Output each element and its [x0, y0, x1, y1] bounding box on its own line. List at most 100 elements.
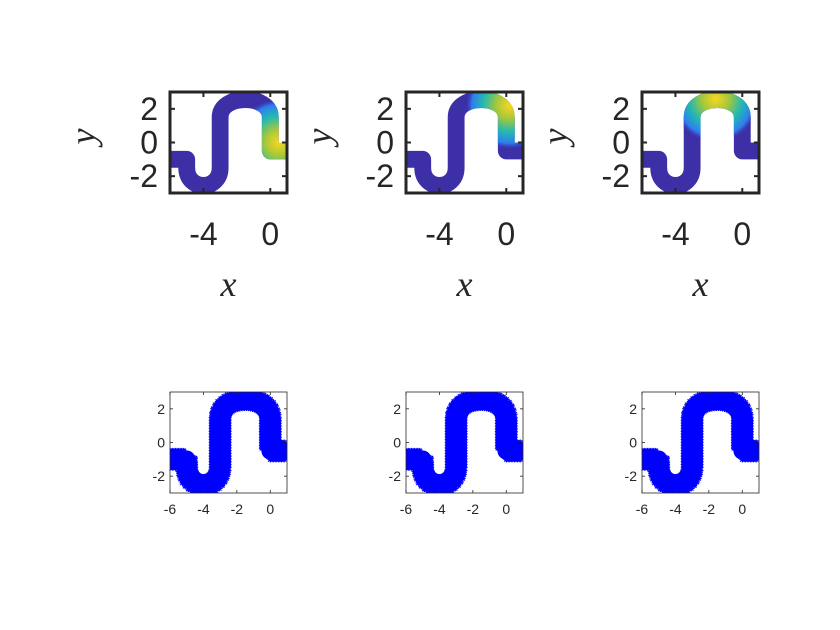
scatter-point	[182, 483, 189, 490]
scatter-point	[175, 468, 182, 475]
y-tick-label: -2	[366, 158, 394, 194]
scatter-point	[221, 479, 228, 486]
x-tick-label: -2	[231, 501, 244, 517]
scatter-point	[225, 467, 232, 474]
y-axis-label: y	[299, 128, 339, 147]
scatter-point	[684, 401, 691, 408]
scatter-markers	[406, 392, 523, 493]
scatter-point	[212, 487, 219, 493]
scatter-point	[466, 392, 473, 396]
scatter-point	[257, 392, 264, 397]
y-tick-label: -2	[602, 158, 630, 194]
plot-area	[642, 392, 759, 493]
scatter-point	[418, 483, 425, 490]
scatter-point	[657, 485, 664, 492]
x-tick-label: -4	[669, 501, 682, 517]
scatter-point	[460, 392, 467, 398]
scatter-point	[230, 392, 237, 396]
scatter-point	[237, 392, 244, 395]
scatter-point	[411, 468, 418, 475]
panel-bottom-left: -6 -4 -2 0 -2 0 2	[153, 391, 288, 517]
scatter-point	[511, 411, 518, 418]
scatter-point	[455, 482, 462, 489]
x-tick-label: 0	[497, 216, 515, 252]
x-tick-label: 0	[266, 501, 274, 517]
scatter-point	[281, 456, 287, 463]
y-tick-label: 2	[376, 91, 394, 127]
y-tick-label: 0	[393, 435, 401, 451]
scatter-point	[212, 401, 219, 408]
scatter-point	[179, 479, 186, 486]
x-tick-label: -4	[433, 501, 446, 517]
scatter-point	[517, 456, 523, 463]
scatter-point	[251, 406, 258, 413]
scatter-point	[208, 414, 215, 421]
scatter-point	[185, 485, 192, 492]
scatter-point	[660, 488, 667, 493]
scatter-point	[739, 396, 746, 403]
scatter-point	[649, 476, 656, 483]
scatter-point	[180, 464, 187, 471]
scatter-point	[231, 407, 238, 414]
scatter-point	[652, 464, 659, 471]
y-tick-label: 0	[376, 125, 394, 161]
scatter-point	[510, 406, 517, 413]
y-tick-label: 2	[612, 91, 630, 127]
heat-hotspot	[465, 92, 523, 150]
scatter-point	[427, 455, 434, 462]
y-tick-label: -2	[130, 158, 158, 194]
scatter-point	[496, 392, 503, 399]
scatter-point	[702, 392, 709, 396]
scatter-markers	[170, 392, 287, 493]
scatter-point	[416, 447, 423, 454]
scatter-point	[506, 399, 513, 406]
scatter-point	[177, 476, 184, 483]
y-tick-label: 0	[157, 435, 165, 451]
scatter-point	[463, 392, 470, 397]
scatter-point	[191, 455, 198, 462]
scatter-point	[647, 468, 654, 475]
scatter-point	[747, 411, 754, 418]
scatter-point	[729, 392, 736, 397]
scatter-point	[503, 396, 510, 403]
scatter-point	[696, 392, 703, 398]
scatter-point	[453, 395, 460, 402]
scatter-point	[697, 467, 704, 474]
scatter-point	[494, 445, 501, 452]
scatter-point	[413, 476, 420, 483]
scatter-point	[651, 479, 658, 486]
scatter-point	[175, 464, 182, 471]
x-tick-label: -6	[400, 501, 413, 517]
scatter-point	[219, 482, 226, 489]
y-tick-label: 2	[140, 91, 158, 127]
scatter-point	[208, 489, 215, 493]
scatter-point	[689, 395, 696, 402]
x-tick-label: 0	[502, 501, 510, 517]
scatter-point	[699, 392, 706, 397]
scatter-point	[274, 406, 281, 413]
scatter-point	[214, 398, 221, 405]
scatter-point	[224, 392, 231, 398]
scatter-point	[217, 395, 224, 402]
scatter-point	[412, 472, 419, 479]
scatter-point	[736, 394, 743, 401]
scatter-point	[421, 485, 428, 492]
scatter-point	[695, 475, 702, 482]
scatter-point	[688, 485, 695, 492]
scatter-point	[730, 445, 737, 452]
scatter-point	[224, 471, 231, 478]
x-tick-label: 0	[261, 216, 279, 252]
scatter-point	[493, 392, 500, 397]
scatter-point	[732, 392, 739, 399]
scatter-point	[188, 488, 195, 493]
heat-hotspot	[671, 92, 759, 144]
y-axis-label: y	[535, 128, 575, 147]
scatter-point	[681, 410, 688, 417]
scatter-point	[500, 394, 507, 401]
scatter-point	[448, 401, 455, 408]
scatter-point	[723, 406, 730, 413]
scatter-point	[267, 396, 274, 403]
